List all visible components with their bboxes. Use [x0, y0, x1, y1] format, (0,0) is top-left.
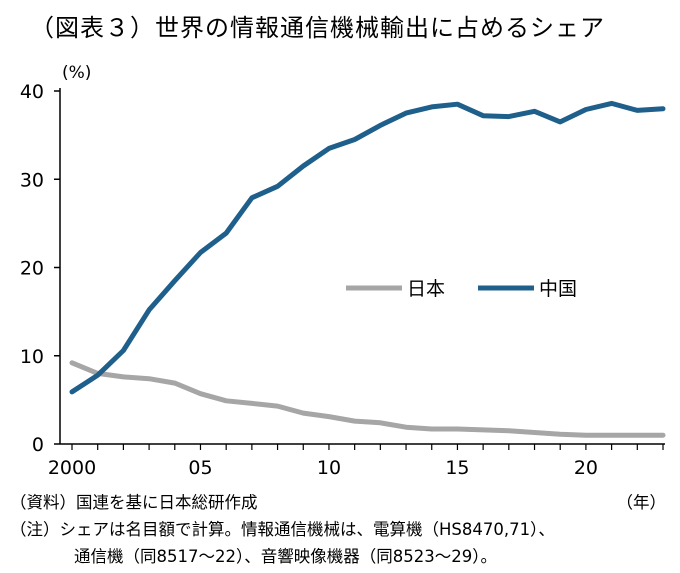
y-tick-label: 0 — [32, 434, 44, 456]
series-lines — [69, 100, 666, 438]
x-tick-label: 05 — [188, 457, 212, 479]
series-line-日本 — [69, 360, 666, 438]
chart-title: （図表３）世界の情報通信機械輸出に占めるシェア — [30, 14, 605, 42]
source-note: （資料）国連を基に日本総研作成 — [10, 493, 258, 512]
y-ticks: 0 10 20 30 40 — [20, 81, 60, 456]
x-tick-label: 15 — [445, 457, 469, 479]
x-tick-label: 10 — [317, 457, 341, 479]
legend-label: 中国 — [539, 278, 577, 300]
footnote-line-2: 通信機（同8517～22）、音響映像機器（同8523～29）。 — [74, 547, 497, 566]
series-line-中国 — [69, 100, 666, 395]
y-tick-label: 30 — [20, 169, 44, 191]
footnote-line-1: （注）シェアは名目額で計算。情報通信機械は、電算機（HS8470,71）、 — [10, 520, 555, 539]
legend-label: 日本 — [407, 278, 445, 300]
x-ticks: 2000 05 10 15 20 — [48, 444, 664, 479]
legend: 日本 中国 — [346, 278, 577, 300]
x-tick-label: 2000 — [48, 457, 96, 479]
y-tick-label: 10 — [20, 346, 44, 368]
line-chart: (%) 0 10 20 30 40 2000 05 10 15 20 日本 中国 — [20, 63, 666, 479]
x-unit-label: （年） — [616, 493, 667, 512]
y-unit-label: (%) — [62, 63, 91, 83]
y-tick-label: 20 — [20, 258, 44, 280]
y-tick-label: 40 — [20, 81, 44, 103]
x-tick-label: 20 — [574, 457, 598, 479]
